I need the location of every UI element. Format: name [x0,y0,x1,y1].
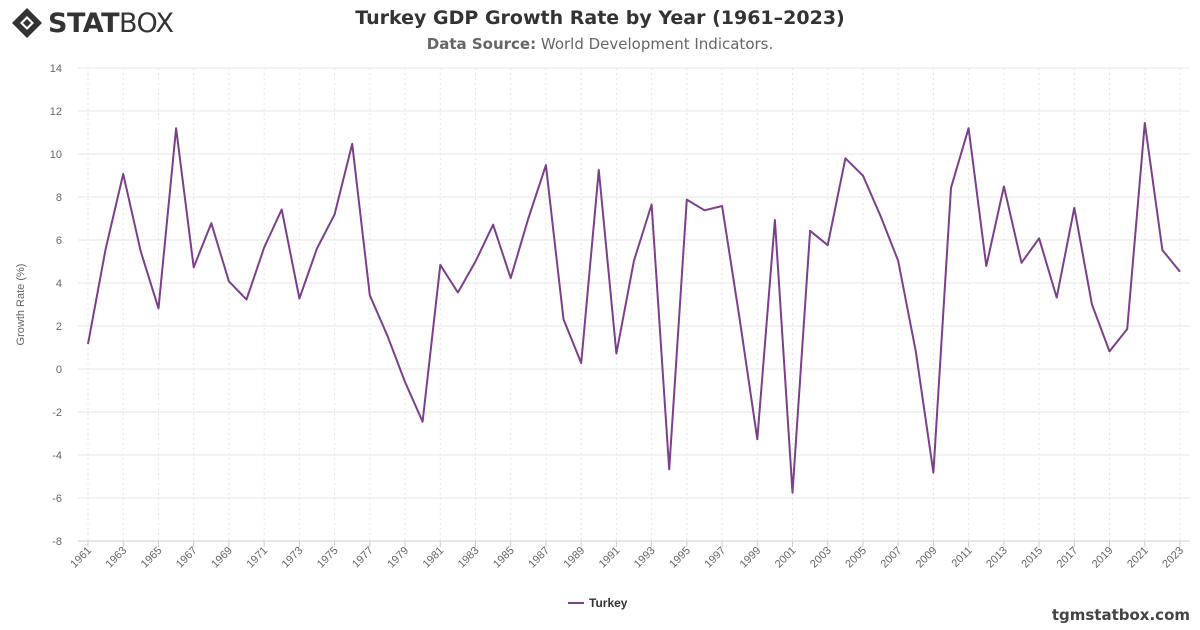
y-tick-label: -4 [52,450,62,462]
legend[interactable]: Turkey [568,596,628,610]
diamond-logo-icon [10,6,44,40]
chart-subtitle: Data Source: World Development Indicator… [0,35,1200,53]
x-tick-label: 1987 [526,545,552,571]
x-tick-label: 1979 [385,545,411,571]
statbox-logo[interactable]: STATBOX [10,6,174,40]
source-value: World Development Indicators. [540,35,774,53]
x-tick-label: 1967 [174,545,200,571]
x-tick-label: 1993 [632,545,658,571]
y-tick-label: 4 [56,278,62,290]
y-tick-label: 10 [50,149,62,161]
x-tick-label: 1965 [139,545,165,571]
logo-wordmark: STATBOX [48,8,174,39]
x-tick-label: 2015 [1019,545,1045,571]
x-tick-label: 2019 [1090,545,1116,571]
y-tick-label: 0 [56,364,62,376]
y-tick-label: -2 [52,407,62,419]
x-tick-label: 1973 [280,545,306,571]
y-tick-label: -6 [52,493,62,505]
axis-layer: -8 -6 -4 -2 0 2 4 6 8 10 12 14 1961 1963 1965 1967 1969 1… [15,63,1190,570]
x-tick-label: 2005 [843,545,869,571]
x-tick-label: 1969 [209,545,235,571]
chart-title: Turkey GDP Growth Rate by Year (1961–202… [355,7,845,29]
logo-text-light: BOX [118,7,174,39]
x-tick-label: 1963 [104,545,130,571]
x-tick-label: 2021 [1125,545,1151,571]
series-line-turkey[interactable] [87,122,1181,494]
y-tick-label: 12 [50,106,62,118]
y-tick-label: 8 [56,192,62,204]
x-tick-label: 2003 [808,545,834,571]
y-axis-label: Growth Rate (%) [15,264,27,346]
x-tick-label: 2009 [914,545,940,571]
x-tick-label: 2023 [1160,545,1186,571]
y-tick-label: 2 [56,321,62,333]
y-tick-label: -8 [52,536,62,548]
x-tick-label: 1983 [456,545,482,571]
x-tick-label: 2007 [879,545,905,571]
legend-label-turkey[interactable]: Turkey [589,596,628,610]
series-layer [87,122,1181,494]
x-tick-label: 1971 [244,545,270,571]
x-tick-label: 1997 [702,545,728,571]
x-tick-label: 1985 [491,545,517,571]
x-tick-label: 2011 [950,545,975,570]
x-tick-label: 1977 [350,545,376,571]
source-label: Data Source: [426,35,537,53]
site-url[interactable]: tgmstatbox.com [1051,606,1190,624]
x-tick-label: 1989 [561,545,587,571]
x-tick-label: 1975 [315,545,341,571]
y-tick-label: 14 [50,63,62,75]
x-tick-label: 1981 [421,545,447,571]
x-tick-label: 2001 [773,545,799,571]
y-tick-label: 6 [56,235,62,247]
x-tick-label: 2013 [984,545,1010,571]
x-tick-label: 1991 [597,545,623,571]
x-tick-label: 1995 [667,545,693,571]
grid-layer [78,67,1190,542]
x-tick-label: 1961 [68,545,94,571]
x-tick-label: 1999 [738,545,764,571]
logo-text-bold: STAT [48,7,119,39]
x-tick-label: 2017 [1055,545,1081,571]
